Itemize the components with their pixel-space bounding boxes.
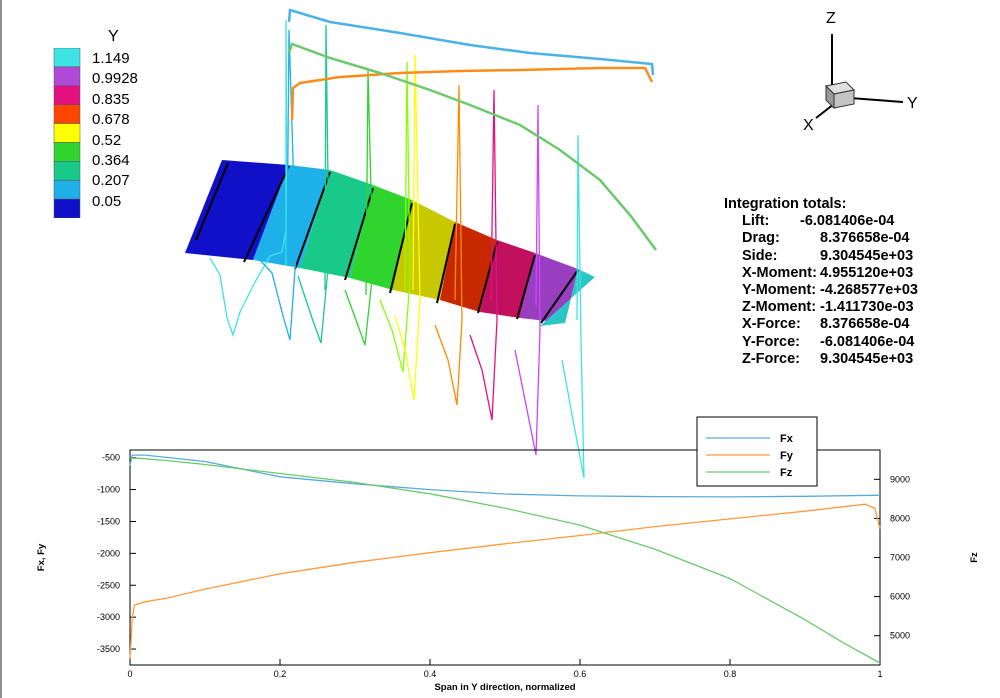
window-edge	[0, 0, 2, 698]
integration-total-row: X-Moment: 4.955120e+03	[742, 265, 918, 282]
integration-total-row: Z-Moment: -1.411730e-03	[742, 299, 918, 316]
wing-band-6	[440, 222, 497, 312]
contour-legend-title: Y	[108, 28, 119, 45]
integration-total-label: Lift:	[742, 213, 770, 230]
wing-band-7	[480, 240, 535, 318]
integration-total-row: Y-Moment: -4.268577e+03	[742, 282, 918, 299]
integration-total-value: -1.411730e-03	[820, 299, 914, 316]
contour-level-label: 0.835	[92, 90, 130, 108]
integration-total-label: Y-Force:	[742, 333, 801, 350]
wing-band-9	[540, 269, 595, 326]
overlay-force-curves	[287, 8, 658, 251]
integration-total-label: Side:	[742, 247, 778, 264]
contour-level-label: 0.05	[92, 192, 122, 210]
integration-totals: Integration totals: Lift: -6.081406e-04 Dr…	[724, 196, 918, 368]
contour-color-swatch	[53, 142, 81, 162]
integration-total-label: X-Moment:	[742, 264, 817, 281]
wing-band-2	[253, 165, 330, 268]
integration-total-label: Y-Moment:	[742, 282, 817, 299]
integration-total-row: Drag: 8.376658e-04	[742, 230, 918, 247]
integration-total-label: X-Force:	[742, 316, 801, 333]
contour-color-swatch	[53, 66, 81, 87]
integration-total-value: -4.268577e+03	[820, 282, 918, 299]
integration-total-row: Side: 9.304545e+03	[742, 248, 918, 265]
integration-total-value: 9.304545e+03	[820, 350, 914, 367]
wing-surface	[185, 160, 595, 326]
integration-total-value: 4.955120e+03	[820, 264, 914, 281]
contour-color-swatch	[53, 104, 81, 124]
pressure-slices	[209, 19, 585, 479]
integration-total-row: Y-Force: -6.081406e-04	[742, 334, 918, 351]
axis-triad	[815, 34, 904, 119]
integration-total-row: Lift: -6.081406e-04	[742, 213, 918, 230]
integration-total-label: Z-Moment:	[742, 299, 817, 316]
integration-total-label: Drag:	[742, 230, 780, 247]
contour-color-swatch	[53, 48, 81, 68]
integration-total-value: 8.376658e-04	[820, 230, 910, 247]
contour-level-label: 0.678	[92, 111, 130, 129]
contour-color-bar	[53, 48, 81, 218]
contour-color-swatch	[53, 85, 81, 105]
integration-totals-title: Integration totals:	[724, 196, 847, 212]
integration-total-row: Z-Force: 9.304545e+03	[742, 351, 918, 368]
contour-level-label: 0.207	[92, 172, 130, 190]
contour-color-swatch	[53, 123, 81, 143]
contour-color-swatch	[53, 179, 81, 200]
integration-total-value: -6.081406e-04	[820, 333, 915, 350]
integration-total-row: X-Force: 8.376658e-04	[742, 316, 918, 333]
contour-level-label: 0.9928	[92, 70, 138, 88]
contour-level-label: 0.364	[92, 152, 130, 169]
wing-band-5	[393, 200, 455, 300]
triad-z-label: Z	[826, 10, 836, 27]
contour-level-label: 0.52	[92, 131, 122, 149]
wing-band-1	[185, 160, 289, 260]
triad-y-label: Y	[907, 95, 918, 112]
contour-level-label: 1.149	[92, 50, 130, 67]
contour-color-swatch	[53, 198, 81, 218]
integration-total-value: 8.376658e-04	[820, 316, 910, 333]
integration-total-value: -6.081406e-04	[800, 213, 895, 230]
integration-total-value: 9.304545e+03	[820, 247, 914, 264]
contour-color-swatch	[53, 161, 81, 181]
triad-x-label: X	[803, 117, 814, 134]
integration-total-label: Z-Force:	[742, 350, 800, 367]
